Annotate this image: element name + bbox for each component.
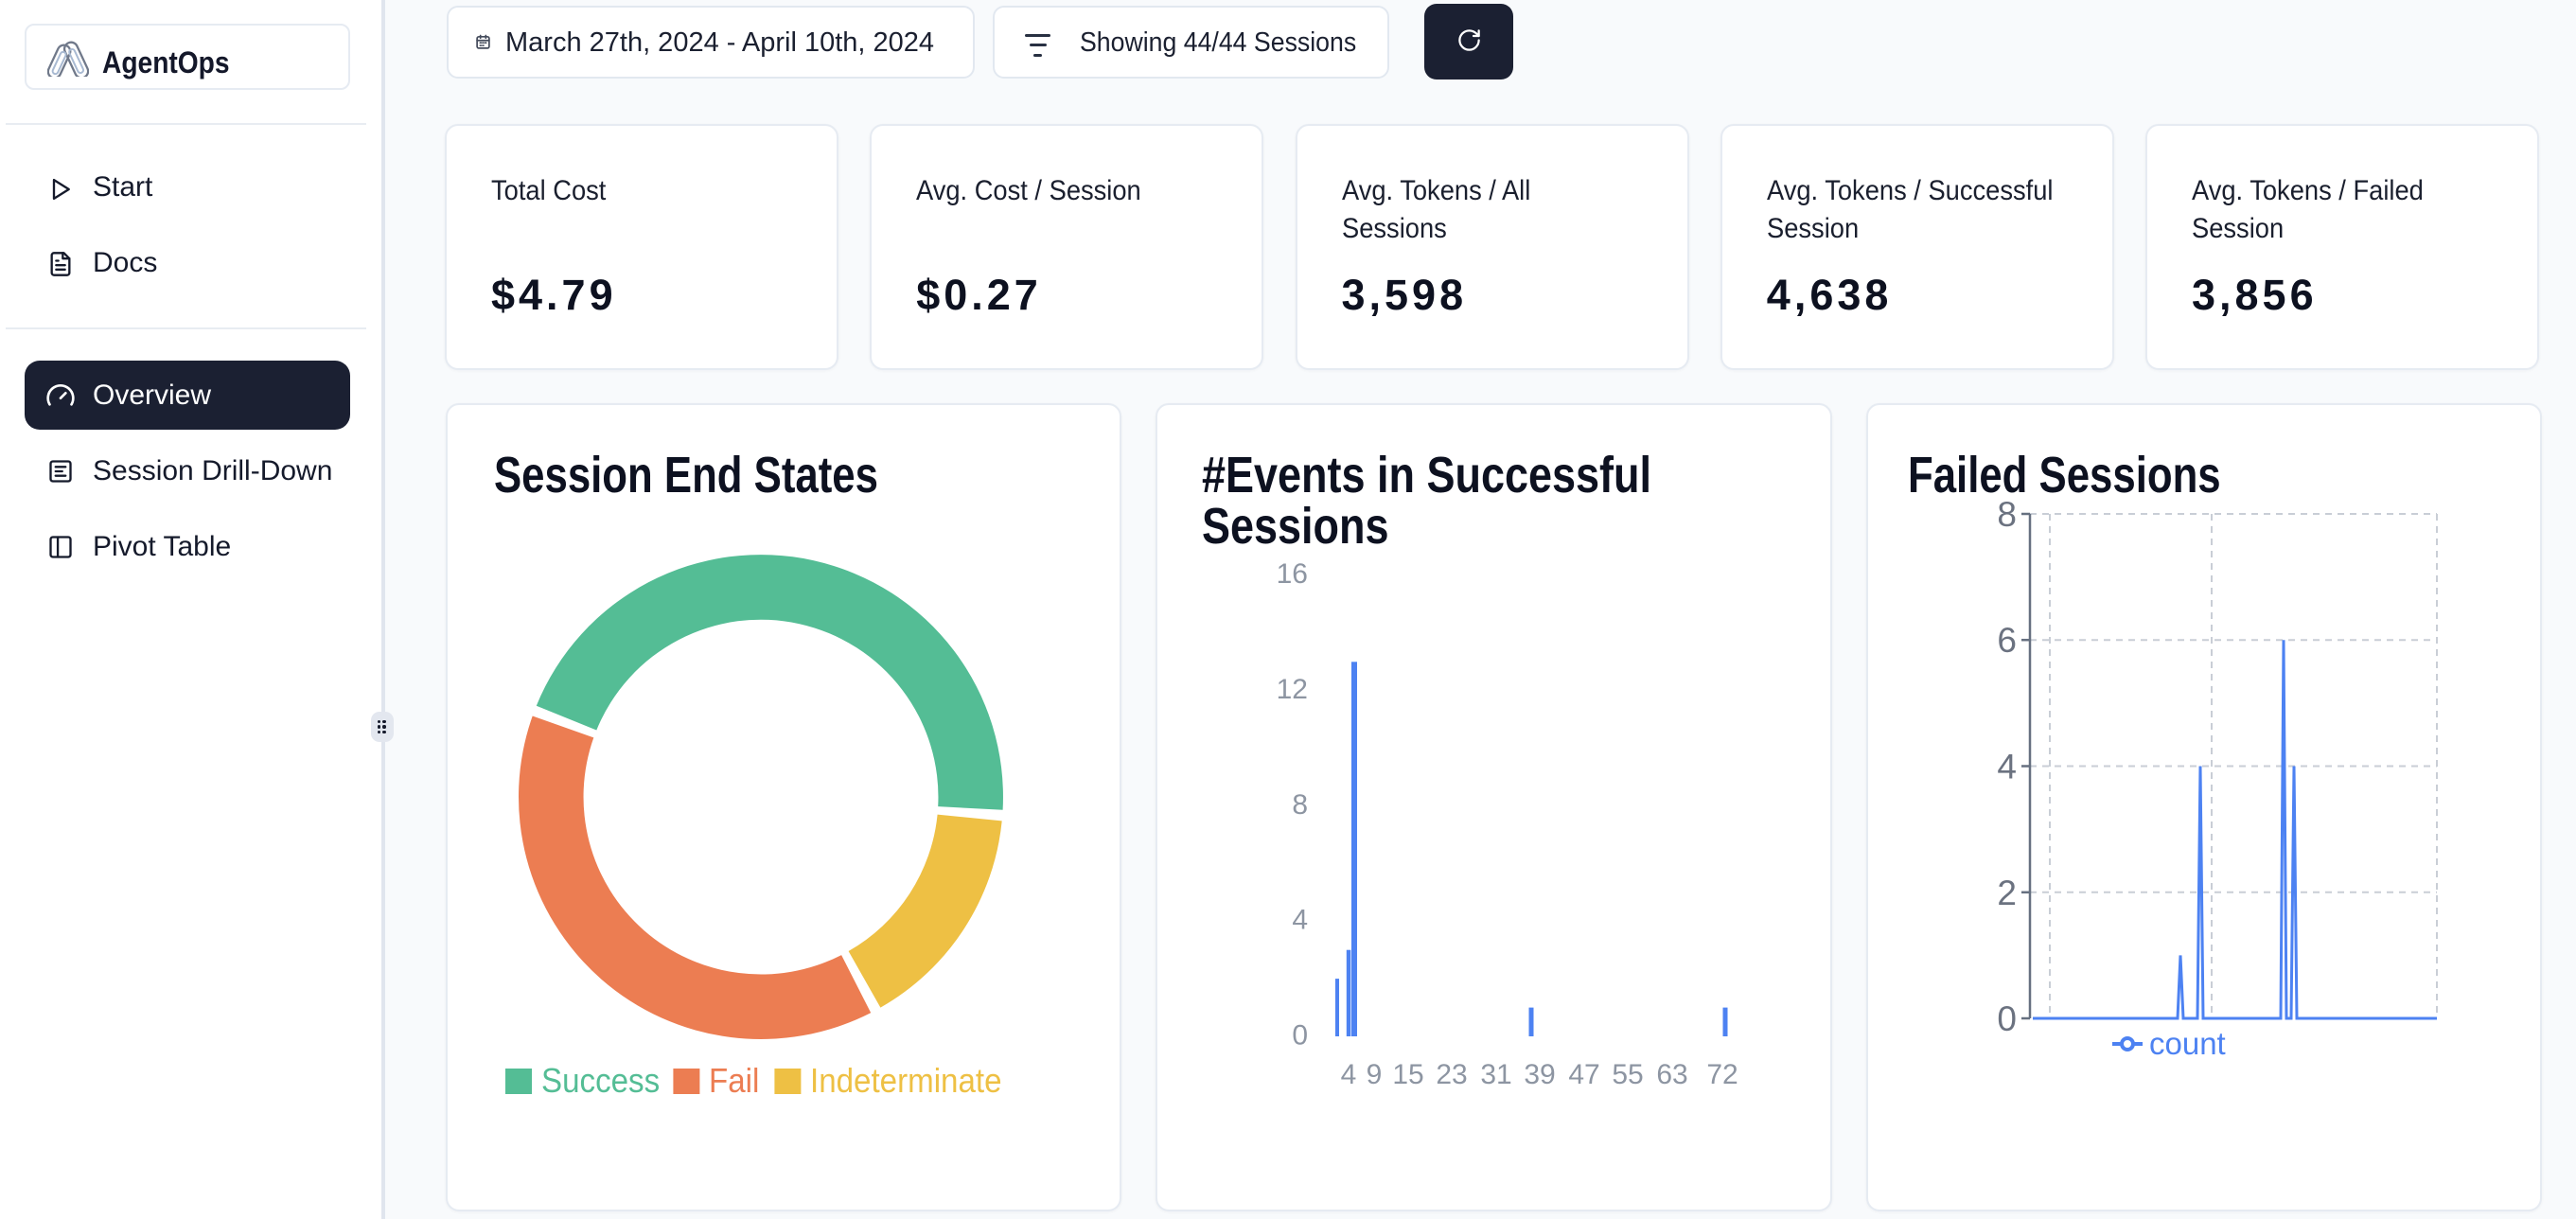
svg-text:16: 16: [1277, 558, 1308, 590]
svg-text:8: 8: [1292, 789, 1308, 821]
svg-text:0: 0: [1997, 999, 2017, 1038]
svg-text:4: 4: [1997, 748, 2017, 786]
svg-text:4: 4: [1292, 905, 1308, 936]
svg-text:9: 9: [1367, 1059, 1383, 1090]
svg-text:47: 47: [1568, 1059, 1599, 1090]
svg-text:2: 2: [1997, 874, 2017, 912]
svg-text:8: 8: [1997, 495, 2017, 534]
svg-text:0: 0: [1292, 1019, 1308, 1051]
svg-text:15: 15: [1392, 1059, 1423, 1090]
svg-text:39: 39: [1524, 1059, 1555, 1090]
svg-text:4: 4: [1341, 1059, 1357, 1090]
svg-text:31: 31: [1480, 1059, 1511, 1090]
svg-text:63: 63: [1656, 1059, 1687, 1090]
svg-text:72: 72: [1706, 1059, 1738, 1090]
svg-text:55: 55: [1612, 1059, 1643, 1090]
svg-text:12: 12: [1277, 674, 1308, 705]
svg-text:6: 6: [1997, 621, 2017, 660]
svg-text:23: 23: [1436, 1059, 1467, 1090]
